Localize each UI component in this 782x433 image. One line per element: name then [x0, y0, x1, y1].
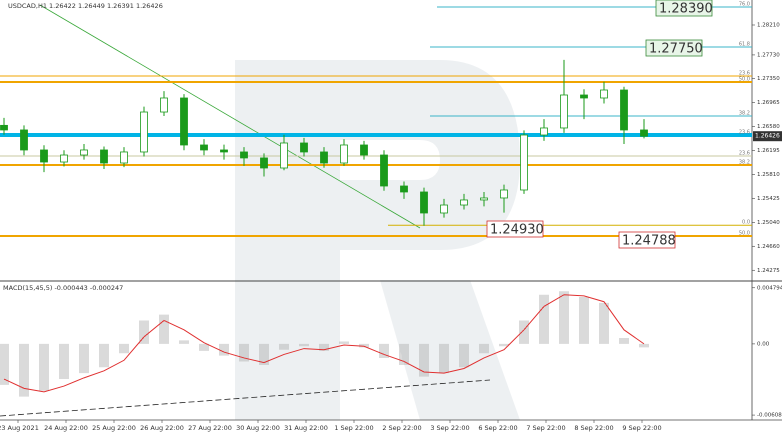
candle-body [480, 197, 488, 201]
quote: -0.000247 [90, 284, 123, 292]
target-box [655, 0, 713, 17]
trend-line [39, 4, 421, 229]
candle-body [0, 124, 8, 131]
target-label: 1.24788 [622, 234, 676, 249]
candle-body [640, 129, 648, 137]
candle-body [180, 97, 188, 146]
candle-body [440, 204, 448, 214]
x-tick-label: 1 Sep 22:00 [334, 424, 373, 432]
signal-line [3, 294, 645, 393]
y-tick-label: 0.00 [757, 341, 770, 347]
y-tick-label: 1.27350 [757, 76, 780, 82]
price-label: 1.26426 [755, 133, 780, 140]
candle-body [340, 144, 348, 164]
candle-body [200, 144, 208, 151]
fibo-label: 61.8 [739, 41, 750, 47]
candle-body [560, 94, 568, 129]
target-box [618, 231, 676, 249]
fibo-label: 23.6 [739, 150, 750, 156]
fibo-label: 50.0 [739, 76, 750, 82]
y-tick-label: 1.24275 [757, 268, 780, 274]
target-label: 1.27750 [649, 42, 703, 57]
fibo-label: 23.6 [739, 70, 750, 76]
candle-body [20, 129, 28, 151]
quote: 1.26422 [49, 2, 76, 10]
x-tick-label: 23 Aug 2021 [0, 424, 39, 432]
price-box [753, 131, 782, 142]
target-box [486, 220, 544, 238]
y-tick-label: 1.28210 [757, 22, 780, 28]
fibo-label: 38.2 [739, 111, 750, 117]
candle-body [320, 151, 328, 164]
fibo-label: 0.0 [742, 220, 750, 226]
y-tick-label: 1.24660 [757, 244, 780, 250]
y-tick-label: 1.27730 [757, 52, 780, 58]
header: USDCAD,H1 1.26422 1.26449 1.26391 1.2642… [8, 2, 163, 10]
candle-body [140, 111, 148, 153]
quote: 1.26426 [136, 2, 163, 10]
fibo-label: 38.2 [739, 159, 750, 165]
y-tick-label: 1.26965 [757, 100, 780, 106]
quote: 1.26391 [107, 2, 134, 10]
fibo-label: 76.0 [739, 1, 750, 7]
candle-body [100, 149, 108, 164]
y-tick-label: -0.00608 [757, 413, 782, 419]
indicator: MACD(15,45,5) [3, 284, 52, 292]
target-label: 1.28390 [659, 2, 713, 17]
quote: -0.000443 [54, 284, 87, 292]
x-tick-label: 7 Sep 22:00 [526, 424, 565, 432]
y-tick-label: 1.26195 [757, 148, 780, 154]
target-box [645, 39, 703, 57]
candle-body [600, 89, 608, 99]
macd-trend-line [0, 379, 491, 417]
candle-body [40, 149, 48, 163]
fibo-label: 50.0 [739, 230, 750, 236]
candle-body [620, 89, 628, 131]
candle-body [220, 149, 228, 153]
candle-body [380, 154, 388, 187]
symbol: USDCAD,H1 [8, 2, 47, 10]
candle-body [280, 142, 288, 169]
macd-header: MACD(15,45,5) -0.000443 -0.000247 [3, 284, 123, 292]
x-tick-label: 27 Aug 22:00 [188, 424, 232, 432]
x-tick-label: 9 Sep 22:00 [622, 424, 661, 432]
x-tick-label: 24 Aug 22:00 [44, 424, 88, 432]
candle-body [520, 134, 528, 191]
candle-body [360, 144, 368, 156]
candle-body [120, 151, 128, 164]
candle-body [400, 185, 408, 193]
y-tick-label: 1.26580 [757, 124, 780, 130]
x-tick-label: 25 Aug 22:00 [92, 424, 136, 432]
x-tick-label: 6 Sep 22:00 [478, 424, 517, 432]
candle-body [80, 149, 88, 156]
y-tick-label: 1.25425 [757, 196, 780, 202]
watermark [380, 280, 520, 420]
x-tick-label: 26 Aug 22:00 [140, 424, 184, 432]
candle-body [60, 154, 68, 163]
candle-body [240, 151, 248, 159]
candle-body [160, 97, 168, 113]
quote: 1.26449 [78, 2, 105, 10]
candle-body [300, 142, 308, 153]
fibo-label: 23.6 [739, 130, 750, 136]
y-tick-label: 1.25040 [757, 220, 780, 226]
candle-body [420, 191, 428, 214]
x-tick-label: 3 Sep 22:00 [430, 424, 469, 432]
candle-body [540, 127, 548, 136]
x-tick-label: 31 Aug 22:00 [284, 424, 328, 432]
candle-body [460, 199, 468, 206]
candle-body [260, 157, 268, 169]
x-tick-label: 2 Sep 22:00 [382, 424, 421, 432]
target-label: 1.24930 [490, 223, 544, 238]
x-tick-label: 30 Aug 22:00 [236, 424, 280, 432]
x-tick-label: 8 Sep 22:00 [574, 424, 613, 432]
y-tick-label: 1.25810 [757, 172, 780, 178]
candle-body [500, 189, 508, 199]
y-tick-label: 0.004794 [757, 285, 782, 291]
candle-body [580, 94, 588, 99]
